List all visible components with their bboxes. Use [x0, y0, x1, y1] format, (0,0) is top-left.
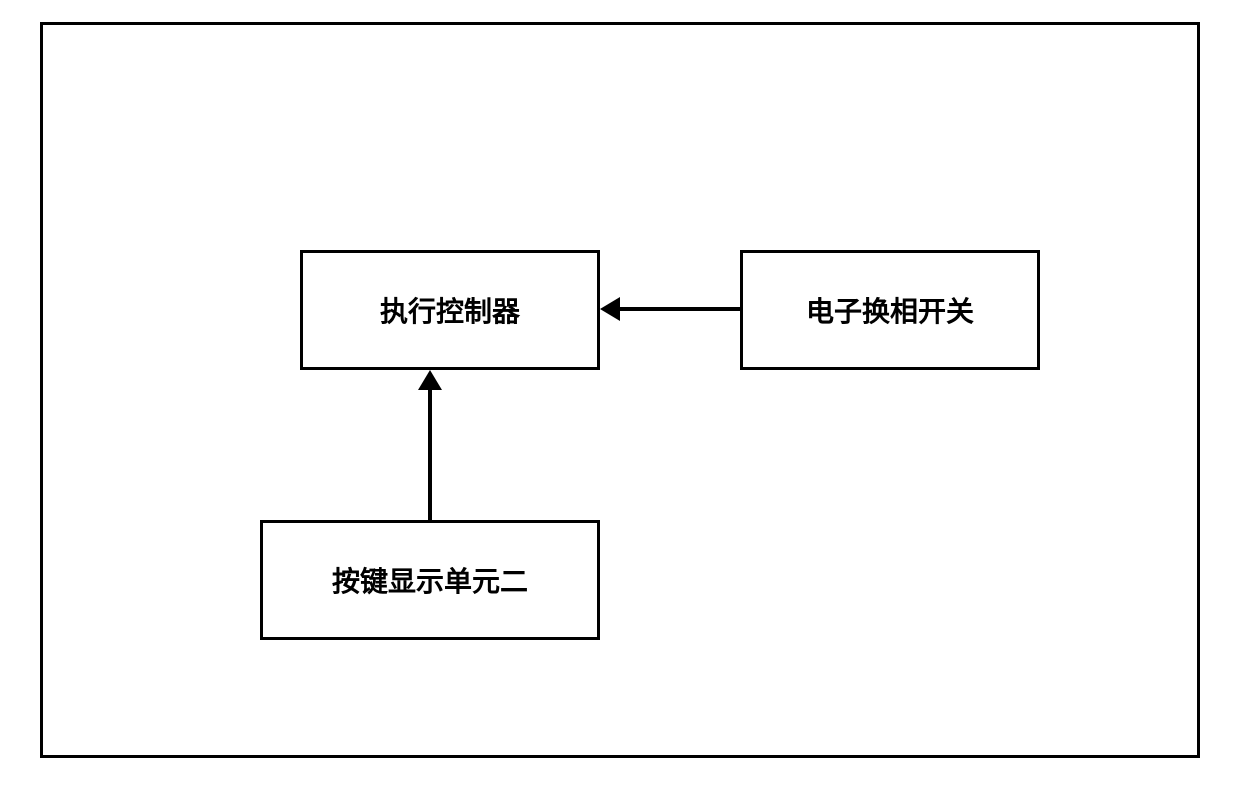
node-exec-controller-label: 执行控制器 — [380, 290, 520, 330]
edge-switch-to-controller-arrow — [600, 297, 620, 321]
edge-switch-to-controller-line — [618, 307, 740, 311]
diagram-frame — [40, 22, 1200, 758]
node-electronic-switch-label: 电子换相开关 — [806, 290, 974, 330]
node-electronic-switch: 电子换相开关 — [740, 250, 1040, 370]
node-key-display-unit: 按键显示单元二 — [260, 520, 600, 640]
edge-keydisplay-to-controller-arrow — [418, 370, 442, 390]
node-exec-controller: 执行控制器 — [300, 250, 600, 370]
edge-keydisplay-to-controller-line — [428, 388, 432, 520]
node-key-display-unit-label: 按键显示单元二 — [332, 560, 528, 600]
